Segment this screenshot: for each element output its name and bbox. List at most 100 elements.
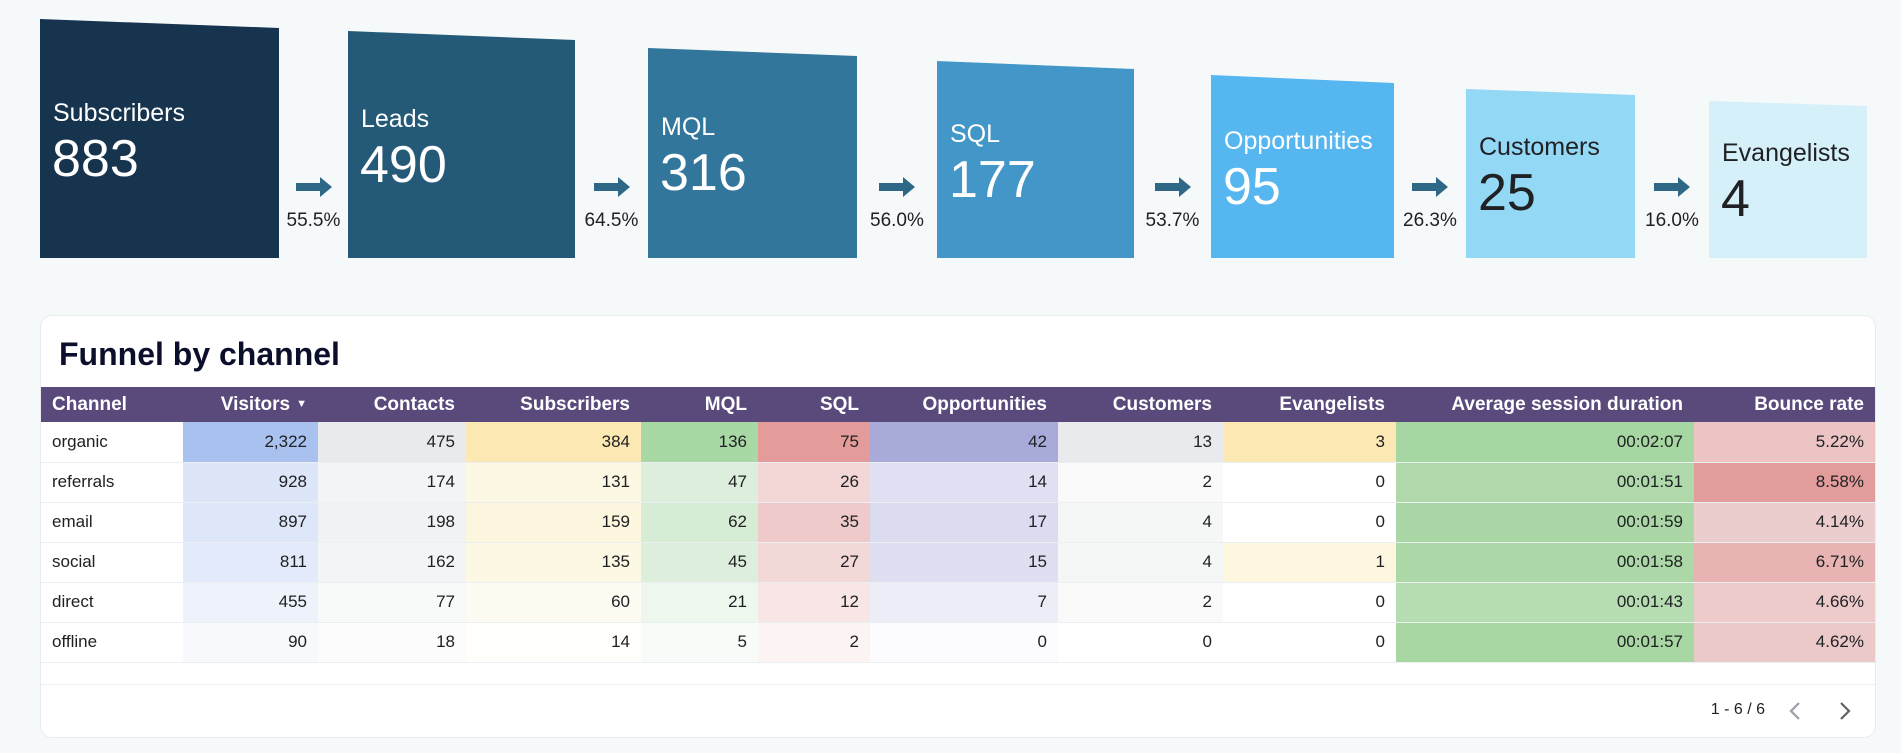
funnel-stage-label: Evangelists: [1722, 138, 1850, 167]
funnel-stage-evangelists: [1709, 101, 1867, 258]
table-title: Funnel by channel: [59, 336, 340, 372]
page-info: 1 - 6 / 6: [1710, 701, 1765, 718]
table-cell: 00:02:07: [1396, 422, 1694, 463]
table-cell: 475: [318, 422, 466, 463]
table-cell: 4: [1058, 542, 1223, 583]
funnel-stage-leads: [348, 31, 575, 258]
table-cell: 159: [466, 502, 641, 543]
conversion-rate: 56.0%: [870, 210, 924, 231]
table-body: organic 2,322 475 384 136 75 42 13 3 00:02:07 5.22…: [41, 422, 1875, 663]
next-page-button[interactable]: [1833, 699, 1857, 723]
table-cell: 0: [1223, 622, 1396, 663]
table-cell: organic: [41, 422, 183, 463]
table-cell: 8.58%: [1694, 462, 1875, 503]
table-cell: 1: [1223, 542, 1396, 583]
table-cell: 384: [466, 422, 641, 463]
table-cell: 75: [758, 422, 870, 463]
table-cell: 136: [641, 422, 758, 463]
table-cell: 00:01:51: [1396, 462, 1694, 503]
table-cell: 45: [641, 542, 758, 583]
column-header-evangelists[interactable]: Evangelists: [1223, 387, 1396, 422]
chevron-right-icon: [1840, 702, 1851, 720]
table-cell: 35: [758, 502, 870, 543]
table-cell: 3: [1223, 422, 1396, 463]
table-cell: 174: [318, 462, 466, 503]
column-header-mql[interactable]: MQL: [641, 387, 758, 422]
table-cell: 62: [641, 502, 758, 543]
table-row[interactable]: email 897 198 159 62 35 17 4 0 00:01:59 4.14%: [41, 502, 1875, 543]
table-cell: 12: [758, 582, 870, 623]
funnel-stage-shape: [937, 61, 1134, 258]
funnel-stage-value: 883: [52, 129, 139, 188]
table-cell: 00:01:58: [1396, 542, 1694, 583]
table-cell: offline: [41, 622, 183, 663]
column-header-label: Visitors: [220, 393, 291, 415]
table-cell: direct: [41, 582, 183, 623]
funnel-stage-shape: [40, 19, 279, 258]
table-cell: 21: [641, 582, 758, 623]
table-row[interactable]: direct 455 77 60 21 12 7 2 0 00:01:43 4.66%: [41, 582, 1875, 623]
table-cell: 2: [1058, 462, 1223, 503]
column-header-visitors[interactable]: Visitors ▼: [183, 387, 318, 422]
table-cell: 47: [641, 462, 758, 503]
funnel-stage-sql: [937, 61, 1134, 258]
chevron-left-icon: [1789, 702, 1800, 720]
column-header-label: Opportunities: [922, 393, 1047, 415]
column-header-label: Bounce rate: [1754, 393, 1864, 415]
table-cell: 897: [183, 502, 318, 543]
table-cell: 77: [318, 582, 466, 623]
column-header-sql[interactable]: SQL: [758, 387, 870, 422]
column-header-label: SQL: [819, 393, 859, 415]
table-cell: 5.22%: [1694, 422, 1875, 463]
column-header-bounce-rate[interactable]: Bounce rate: [1694, 387, 1875, 422]
pagination-bar: 1 - 6 / 6: [41, 684, 1875, 737]
table-cell: 0: [1223, 582, 1396, 623]
funnel-stage-shape: [1211, 75, 1394, 258]
table-cell: email: [41, 502, 183, 543]
table-cell: 2: [758, 622, 870, 663]
funnel-stage-label: Customers: [1479, 133, 1600, 161]
table-header-row: Channel Visitors ▼ Contacts Subscribers MQL SQ…: [41, 387, 1875, 422]
arrow-right-icon: [593, 177, 630, 197]
table-cell: 0: [1058, 622, 1223, 663]
table-cell: 162: [318, 542, 466, 583]
table-cell: 4.62%: [1694, 622, 1875, 663]
column-header-opportunities[interactable]: Opportunities: [870, 387, 1058, 422]
channel-table: Channel Visitors ▼ Contacts Subscribers MQL SQ…: [41, 387, 1875, 663]
table-cell: 13: [1058, 422, 1223, 463]
column-header-contacts[interactable]: Contacts: [318, 387, 466, 422]
table-cell: 27: [758, 542, 870, 583]
table-row[interactable]: referrals 928 174 131 47 26 14 2 0 00:01:51 8.58%: [41, 462, 1875, 503]
prev-page-button[interactable]: [1783, 699, 1807, 723]
table-row[interactable]: organic 2,322 475 384 136 75 42 13 3 00:02:07 5.22…: [41, 422, 1875, 463]
table-cell: 17: [870, 502, 1058, 543]
column-header-label: Customers: [1112, 393, 1212, 415]
funnel-stage-opportunities: [1211, 75, 1394, 258]
table-row[interactable]: offline 90 18 14 5 2 0 0 0 00:01:57 4.62%: [41, 622, 1875, 663]
column-header-label: Average session duration: [1451, 393, 1683, 415]
conversion-rate: 55.5%: [286, 210, 341, 231]
column-header-average-session-duration[interactable]: Average session duration: [1396, 387, 1694, 422]
table-cell: 90: [183, 622, 318, 663]
arrow-right-icon: [879, 177, 915, 197]
table-cell: 6.71%: [1694, 542, 1875, 583]
column-header-subscribers[interactable]: Subscribers: [466, 387, 641, 422]
table-cell: 131: [466, 462, 641, 503]
column-header-channel[interactable]: Channel: [41, 387, 183, 422]
table-cell: 00:01:57: [1396, 622, 1694, 663]
table-cell: 18: [318, 622, 466, 663]
column-header-customers[interactable]: Customers: [1058, 387, 1223, 422]
funnel-stage-value: 490: [360, 135, 447, 194]
table-row[interactable]: social 811 162 135 45 27 15 4 1 00:01:58 6.71%: [41, 542, 1875, 583]
table-cell: 00:01:43: [1396, 582, 1694, 623]
funnel-by-channel-card: Funnel by channel Channel Visitors ▼ Contac…: [40, 315, 1876, 738]
table-cell: 198: [318, 502, 466, 543]
funnel-stage-value: 25: [1478, 164, 1536, 222]
table-cell: 2: [1058, 582, 1223, 623]
table-cell: 0: [1223, 502, 1396, 543]
table-cell: 455: [183, 582, 318, 623]
table-cell: 0: [1223, 462, 1396, 503]
table-cell: 7: [870, 582, 1058, 623]
funnel-stage-label: Subscribers: [53, 98, 185, 127]
